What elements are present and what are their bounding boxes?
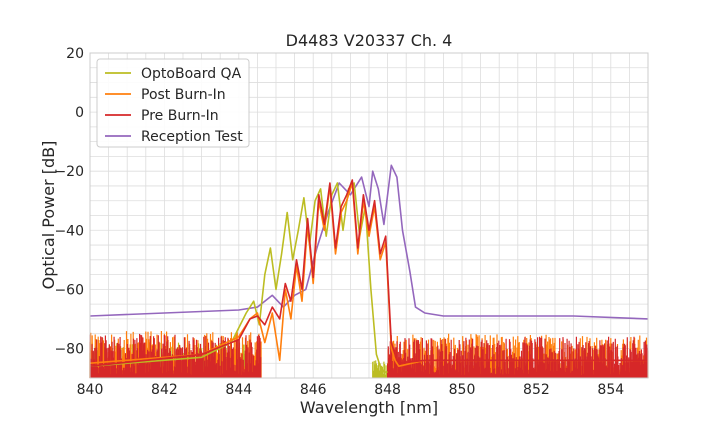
legend-label: Pre Burn-In <box>141 108 219 124</box>
plot-frame <box>89 52 649 379</box>
y-tick-label: −80 <box>54 341 84 357</box>
y-tick-label: 20 <box>66 46 84 62</box>
series-line <box>89 164 649 320</box>
series-line <box>89 179 648 367</box>
y-tick-label: 0 <box>75 105 84 121</box>
legend-label: Post Burn-In <box>141 87 226 103</box>
x-tick-label: 842 <box>151 382 178 398</box>
x-tick-label: 850 <box>449 382 476 398</box>
y-axis-label: Optical Power [dB] <box>39 141 58 290</box>
legend-box <box>96 58 250 148</box>
x-ticks: 840 842 844 846 848 850 852 854 <box>77 382 625 398</box>
chart-title: D4483 V20337 Ch. 4 <box>286 31 453 50</box>
legend-label: OptoBoard QA <box>141 66 242 82</box>
y-tick-label: −40 <box>54 223 84 239</box>
y-tick-label: −20 <box>54 164 84 180</box>
x-tick-label: 852 <box>523 382 550 398</box>
x-tick-label: 854 <box>597 382 624 398</box>
y-tick-label: −60 <box>54 282 84 298</box>
x-tick-label: 848 <box>374 382 401 398</box>
series-layer <box>89 164 649 373</box>
y-ticks: −80 −60 −40 −20 0 20 <box>54 46 84 357</box>
x-tick-label: 844 <box>225 382 252 398</box>
legend-label: Reception Test <box>141 129 243 145</box>
x-axis-label: Wavelength [nm] <box>300 398 438 417</box>
x-tick-label: 840 <box>77 382 104 398</box>
x-tick-label: 846 <box>300 382 327 398</box>
legend: OptoBoard QA Post Burn-In Pre Burn-In Recep… <box>96 58 250 148</box>
